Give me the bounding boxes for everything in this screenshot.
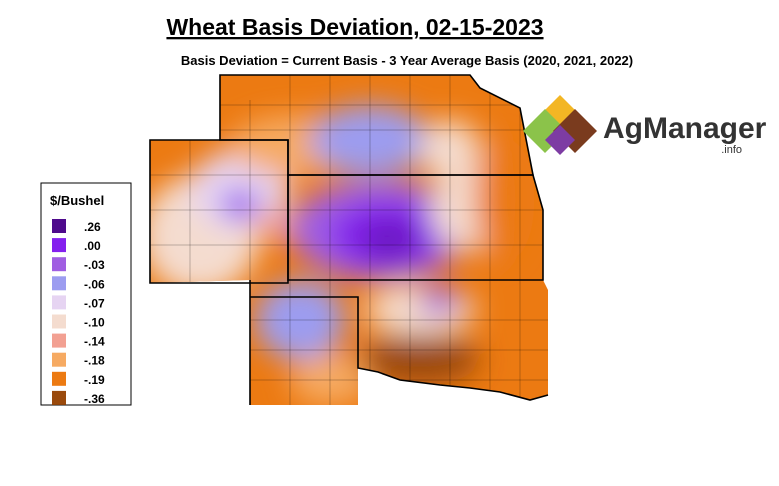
legend-swatch (52, 352, 66, 367)
logo-name: AgManager (603, 112, 767, 145)
legend-label: -.18 (84, 354, 105, 368)
legend-swatch (52, 371, 66, 386)
legend-swatch (52, 238, 66, 253)
subtitle: Basis Deviation = Current Basis - 3 Year… (181, 53, 633, 68)
title: Wheat Basis Deviation, 02-15-2023 (166, 14, 543, 40)
logo: AgManager .info (523, 95, 767, 156)
legend-swatch (52, 390, 66, 405)
legend: $/Bushel .26 .00 -.03 -.06 -.07 -.10 -.14 -.18 -… (40, 182, 132, 406)
legend-label: .00 (84, 239, 101, 253)
state-borders (149, 74, 549, 405)
legend-label: -.36 (84, 392, 105, 406)
legend-swatch (52, 219, 66, 233)
legend-swatch (52, 314, 66, 329)
legend-swatch (52, 257, 66, 272)
legend-label: -.06 (84, 277, 105, 291)
legend-items: .26 .00 -.03 -.06 -.07 -.10 -.14 -.18 -.19 -.36 (52, 219, 105, 406)
legend-label: -.10 (84, 316, 105, 330)
legend-swatch (52, 295, 66, 310)
legend-label: -.07 (84, 296, 105, 310)
legend-label: .26 (84, 220, 101, 234)
legend-label: -.19 (84, 373, 105, 387)
basis-map (150, 75, 548, 405)
legend-title: $/Bushel (50, 193, 104, 208)
legend-label: -.03 (84, 258, 105, 272)
legend-swatch (52, 333, 66, 348)
logo-suffix: .info (721, 144, 742, 156)
legend-label: -.14 (84, 335, 105, 349)
legend-swatch (52, 276, 66, 291)
